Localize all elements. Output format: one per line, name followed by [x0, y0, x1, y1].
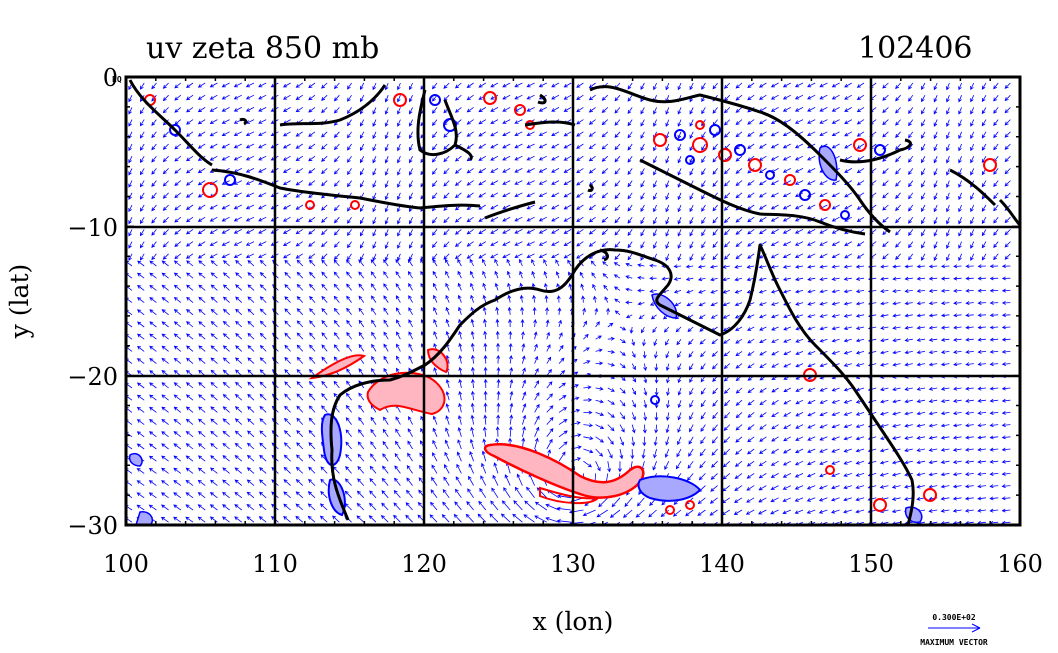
x-tick-label: 150: [848, 550, 894, 578]
y-tick-label: −30: [67, 512, 118, 540]
x-axis-label: x (lon): [533, 607, 614, 636]
negative-vorticity-region: [135, 511, 154, 525]
coastline-island: [524, 120, 576, 127]
plot-title-right: 102406: [858, 31, 973, 66]
coastline-island: [599, 248, 609, 262]
x-tick-label: 110: [252, 550, 298, 578]
x-tick-label: 160: [997, 550, 1043, 578]
coastline-island: [537, 93, 547, 105]
coastline-timor: [484, 200, 536, 220]
y-tick-label: −20: [67, 363, 118, 391]
coastline-solomons: [998, 198, 1020, 227]
negative-vorticity-region: [128, 453, 143, 467]
positive-vorticity-region: [426, 348, 449, 374]
y-tick-label: −10: [67, 214, 118, 242]
max-vector-value: 0.300E+02: [932, 613, 976, 622]
tick-marks: [125, 76, 1021, 526]
coastline-new-guinea: [589, 85, 891, 234]
coastline-borneo: [279, 84, 387, 127]
x-tick-label: 140: [699, 550, 745, 578]
grid-lines: [126, 77, 1020, 525]
positive-vorticity-region: [539, 486, 601, 504]
coastline-java: [211, 168, 481, 210]
axis-ticks: [125, 76, 1021, 526]
wind-vector-field: [126, 82, 1011, 525]
coastlines: [128, 79, 1020, 525]
wind-vectors: [126, 82, 1011, 525]
plot-title-left: uv zeta 850 mb: [146, 31, 379, 66]
max-vector-label: MAXIMUM VECTOR: [920, 638, 988, 647]
vorticity-contours: [128, 91, 997, 525]
coastline-australia: [329, 243, 915, 525]
corner-label: EQ: [112, 75, 122, 84]
x-tick-label: 100: [103, 550, 149, 578]
x-tick-label: 130: [550, 550, 596, 578]
y-axis-label: y (lat): [5, 264, 34, 340]
coastline-solomons: [949, 168, 997, 207]
negative-vorticity-region: [637, 475, 702, 502]
coastline-island: [239, 118, 248, 126]
coastline-sulawesi: [416, 89, 458, 157]
y-tick-label: 0: [103, 64, 118, 92]
coastline-sulawesi-east: [454, 143, 473, 162]
max-vector-arrowhead: [971, 623, 981, 633]
positive-vorticity-region: [308, 354, 367, 380]
positive-vorticity-region: [366, 371, 446, 416]
coastline-island: [587, 183, 594, 192]
coastline-new-britain: [839, 138, 912, 164]
coastline-sumatra: [128, 79, 213, 167]
max-vector-legend: 0.300E+02 MAXIMUM VECTOR: [920, 613, 988, 647]
x-tick-label: 120: [401, 550, 447, 578]
